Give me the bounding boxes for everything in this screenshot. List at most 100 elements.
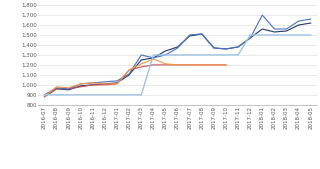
华南 — [164, 50, 167, 52]
1号店 — [67, 94, 71, 96]
北京 — [164, 63, 167, 65]
北京 — [176, 64, 180, 66]
华南 — [224, 48, 228, 50]
上海 — [164, 54, 167, 56]
华南 — [188, 35, 192, 37]
华南 — [309, 22, 313, 24]
1号店 — [212, 54, 216, 56]
北京 — [43, 96, 46, 98]
1号店 — [79, 94, 83, 96]
华南 — [273, 31, 276, 33]
上海 — [140, 54, 143, 56]
1号店 — [273, 34, 276, 36]
上海 — [224, 48, 228, 50]
北京 — [55, 86, 59, 88]
上海 — [103, 81, 107, 83]
安徽 — [55, 88, 59, 90]
上海 — [260, 14, 264, 16]
上海 — [79, 83, 83, 85]
华南 — [67, 89, 71, 91]
上海 — [212, 47, 216, 49]
上海 — [284, 28, 288, 30]
华南 — [212, 47, 216, 49]
上海 — [55, 87, 59, 89]
1号店 — [91, 94, 95, 96]
华南 — [297, 24, 300, 26]
1号店 — [176, 54, 180, 56]
上海 — [43, 94, 46, 96]
北京 — [151, 58, 155, 60]
Line: 华南: 华南 — [44, 23, 311, 97]
安徽 — [140, 66, 143, 68]
1号店 — [164, 54, 167, 56]
安徽 — [200, 64, 204, 66]
1号店 — [188, 54, 192, 56]
1号店 — [297, 34, 300, 36]
安徽 — [91, 84, 95, 86]
Line: 上海: 上海 — [44, 15, 311, 95]
华南 — [43, 96, 46, 98]
上海 — [115, 80, 119, 82]
上海 — [273, 28, 276, 30]
华南 — [176, 46, 180, 48]
Line: 1号店: 1号店 — [44, 35, 311, 95]
上海 — [67, 88, 71, 90]
上海 — [200, 33, 204, 35]
1号店 — [43, 94, 46, 96]
上海 — [248, 37, 252, 39]
华南 — [55, 88, 59, 90]
1号店 — [140, 94, 143, 96]
华南 — [236, 46, 240, 48]
安徽 — [127, 69, 131, 71]
上海 — [309, 18, 313, 20]
Legend: 华南, 安徽, 上海, 北京, 1号店: 华南, 安徽, 上海, 北京, 1号店 — [117, 166, 238, 169]
上海 — [151, 57, 155, 59]
上海 — [91, 82, 95, 84]
华南 — [103, 83, 107, 85]
北京 — [67, 87, 71, 89]
华南 — [91, 84, 95, 86]
北京 — [212, 64, 216, 66]
华南 — [140, 59, 143, 61]
安徽 — [164, 64, 167, 66]
华南 — [284, 30, 288, 32]
安徽 — [103, 84, 107, 86]
北京 — [79, 83, 83, 85]
上海 — [236, 46, 240, 48]
华南 — [115, 82, 119, 84]
安徽 — [188, 64, 192, 66]
上海 — [176, 47, 180, 49]
1号店 — [200, 54, 204, 56]
华南 — [127, 74, 131, 76]
安徽 — [176, 64, 180, 66]
安徽 — [224, 64, 228, 66]
1号店 — [236, 54, 240, 56]
安徽 — [151, 64, 155, 66]
北京 — [115, 83, 119, 85]
Line: 安徽: 安徽 — [44, 65, 226, 97]
上海 — [297, 20, 300, 22]
1号店 — [309, 34, 313, 36]
上海 — [127, 73, 131, 75]
北京 — [224, 64, 228, 66]
安徽 — [67, 88, 71, 90]
北京 — [91, 82, 95, 84]
1号店 — [224, 54, 228, 56]
上海 — [188, 34, 192, 36]
1号店 — [55, 94, 59, 96]
华南 — [200, 33, 204, 35]
安徽 — [79, 86, 83, 88]
华南 — [79, 85, 83, 87]
安徽 — [212, 64, 216, 66]
1号店 — [284, 34, 288, 36]
华南 — [248, 37, 252, 39]
1号店 — [103, 94, 107, 96]
安徽 — [115, 83, 119, 85]
北京 — [103, 83, 107, 85]
1号店 — [260, 34, 264, 36]
安徽 — [43, 96, 46, 98]
1号店 — [151, 54, 155, 56]
北京 — [140, 63, 143, 65]
华南 — [260, 28, 264, 30]
1号店 — [248, 34, 252, 36]
